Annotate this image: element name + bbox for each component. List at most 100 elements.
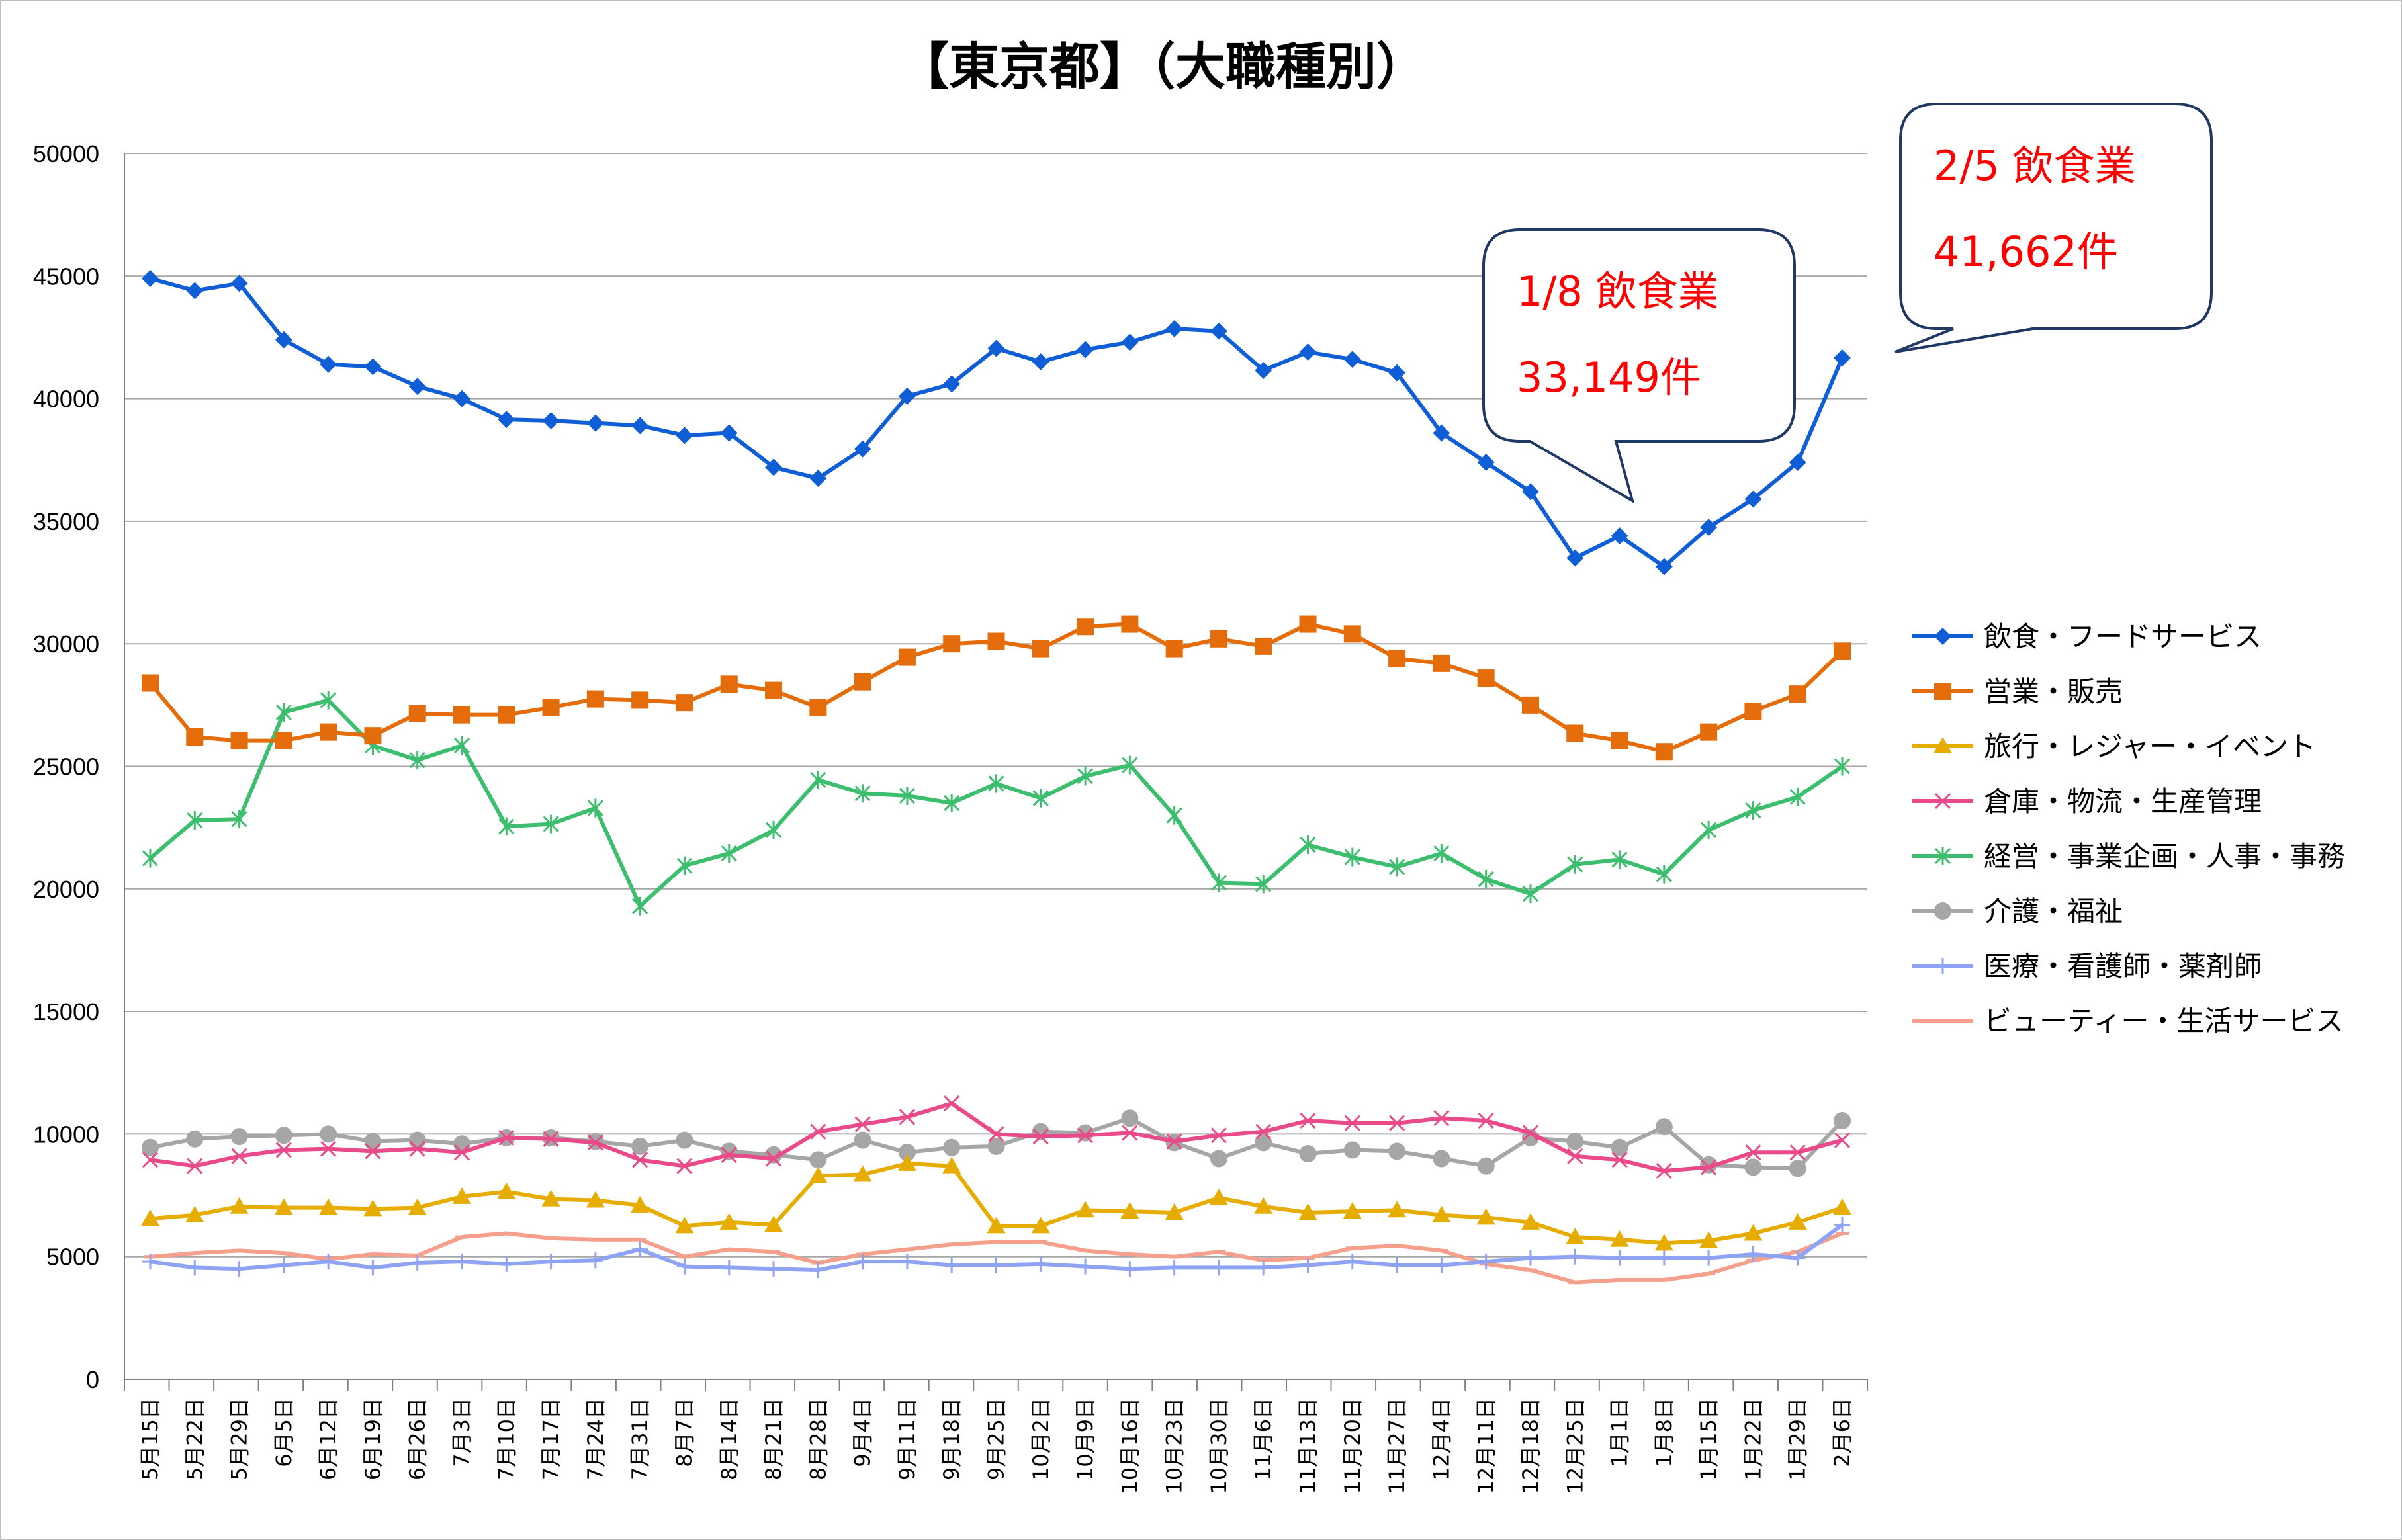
data-point — [142, 674, 159, 692]
x-tick-label: 9月4日 — [850, 1398, 875, 1467]
data-point — [275, 1142, 292, 1158]
data-point — [1032, 789, 1049, 808]
data-point — [1166, 806, 1182, 825]
data-point — [854, 784, 871, 803]
data-point — [1032, 353, 1049, 371]
data-point — [1934, 683, 1951, 700]
y-tick-label: 45000 — [33, 263, 99, 290]
data-point — [142, 1254, 158, 1270]
series-2 — [142, 615, 1851, 761]
data-point — [632, 1241, 648, 1258]
data-point — [1389, 1115, 1405, 1131]
data-point — [1934, 792, 1951, 810]
x-tick-label: 12月11日 — [1474, 1398, 1499, 1494]
x-tick-label: 10月9日 — [1073, 1398, 1098, 1480]
data-point — [943, 375, 961, 393]
x-tick-label: 9月25日 — [984, 1398, 1009, 1480]
data-point — [720, 675, 738, 693]
y-tick-label: 30000 — [33, 630, 99, 658]
x-tick-label: 8月7日 — [672, 1398, 697, 1467]
data-point — [988, 774, 1004, 793]
data-point — [1701, 1250, 1717, 1266]
data-point — [320, 355, 337, 373]
legend-label: 飲食・フードサービス — [1984, 620, 2262, 653]
data-point — [1789, 1160, 1806, 1177]
data-point — [586, 1191, 605, 1208]
data-point — [1388, 364, 1406, 382]
data-point — [498, 817, 515, 836]
data-point — [409, 751, 425, 770]
data-point — [1611, 732, 1628, 749]
y-tick-label: 25000 — [33, 753, 99, 781]
data-point — [721, 844, 737, 863]
data-point — [1610, 1230, 1629, 1247]
x-tick-label: 10月16日 — [1117, 1398, 1142, 1494]
data-point — [1432, 1205, 1451, 1222]
data-point — [631, 691, 649, 709]
data-point — [1344, 1115, 1360, 1131]
data-point — [1032, 1256, 1049, 1272]
data-point — [810, 1262, 826, 1279]
data-point — [1789, 453, 1806, 471]
callout-bubble — [1482, 228, 1796, 504]
x-tick-label: 8月21日 — [761, 1398, 786, 1480]
data-point — [230, 275, 248, 292]
data-point — [1121, 1109, 1139, 1127]
y-tick-label: 15000 — [33, 998, 99, 1025]
data-point — [453, 706, 471, 724]
data-point — [1165, 320, 1183, 337]
data-point — [453, 1144, 470, 1161]
data-point — [1255, 637, 1272, 655]
x-tick-label: 8月28日 — [805, 1398, 830, 1480]
data-point — [1611, 1152, 1628, 1168]
data-point — [1522, 884, 1539, 904]
x-tick-label: 2月6日 — [1830, 1398, 1855, 1467]
y-tick-label: 5000 — [46, 1244, 99, 1271]
data-point — [186, 1130, 204, 1148]
data-point — [1210, 630, 1227, 648]
data-point — [854, 1131, 871, 1149]
data-point — [766, 1261, 782, 1277]
x-tick-label: 1月8日 — [1652, 1398, 1677, 1467]
data-point — [1433, 1110, 1450, 1127]
data-point — [1567, 1248, 1583, 1265]
x-tick-label: 7月17日 — [539, 1398, 564, 1480]
data-point — [364, 358, 382, 376]
data-point — [1255, 1134, 1272, 1152]
data-point — [586, 690, 604, 708]
data-point — [1655, 558, 1673, 576]
data-point — [454, 1254, 470, 1270]
data-point — [542, 411, 560, 429]
data-point — [1344, 847, 1360, 867]
data-point — [943, 635, 961, 653]
x-tick-label: 12月25日 — [1562, 1398, 1587, 1494]
data-point — [320, 691, 337, 710]
data-point — [765, 1150, 782, 1167]
data-point — [765, 820, 782, 839]
data-point — [1210, 1260, 1227, 1276]
data-point — [1834, 349, 1851, 367]
data-point — [1476, 1208, 1495, 1225]
data-point — [542, 699, 560, 716]
data-point — [1521, 1213, 1540, 1230]
x-tick-label: 6月19日 — [360, 1398, 385, 1480]
data-point — [141, 1209, 159, 1226]
data-point — [1166, 1260, 1182, 1276]
data-point — [1389, 857, 1405, 877]
legend-label: 経営・事業企画・人事・事務 — [1984, 840, 2345, 873]
x-tick-label: 11月6日 — [1251, 1398, 1276, 1480]
data-point — [1745, 801, 1761, 820]
data-point — [1477, 453, 1495, 471]
data-point — [897, 1154, 916, 1171]
data-point — [1834, 1132, 1851, 1148]
data-point — [719, 1213, 738, 1230]
data-point — [320, 1254, 337, 1270]
data-point — [275, 732, 292, 749]
data-point — [1209, 1188, 1228, 1205]
data-point — [587, 798, 603, 818]
data-point — [810, 1123, 826, 1140]
data-point — [364, 1133, 382, 1150]
callout-bubble — [1894, 103, 2213, 353]
data-point — [1077, 1127, 1094, 1144]
data-point — [1299, 343, 1317, 361]
